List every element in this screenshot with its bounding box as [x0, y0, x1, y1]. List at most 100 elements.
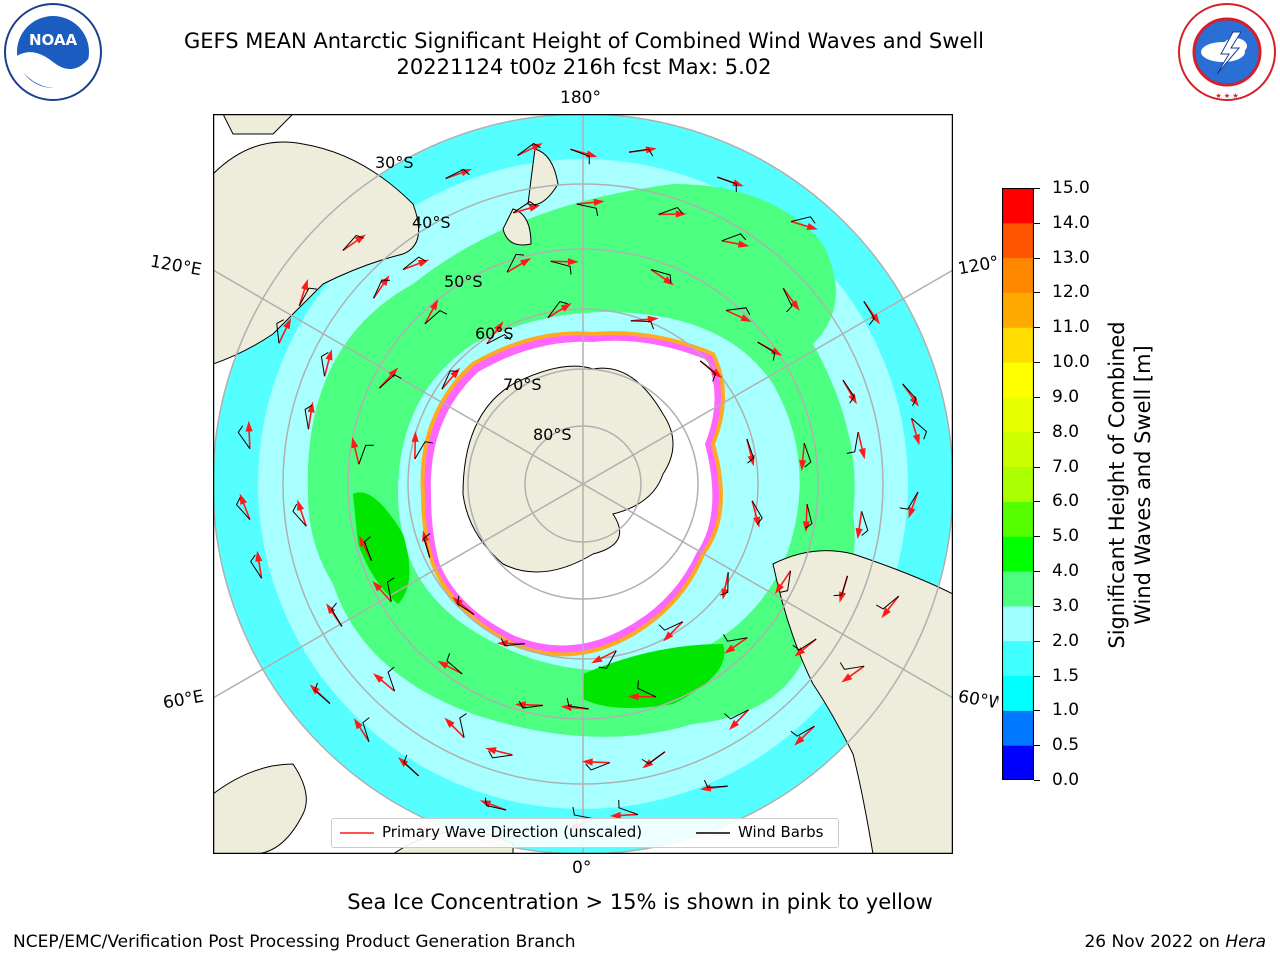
lon-label-60w: 60°W — [956, 686, 1000, 714]
wind-barb — [805, 504, 813, 529]
colorbar-tick-label: 10.0 — [1052, 352, 1090, 373]
colorbar-tick-label: 13.0 — [1052, 247, 1090, 268]
wave-arrow-head — [450, 367, 461, 379]
wind-barb — [373, 279, 390, 299]
wave-arrow-head — [373, 673, 384, 683]
lon-label-120e: 120°E — [148, 251, 204, 281]
wind-barb — [726, 307, 751, 316]
colorbar-tick-label: 3.0 — [1052, 595, 1080, 616]
colorbar-tick-label: 11.0 — [1052, 317, 1090, 338]
wind-barb — [331, 602, 343, 627]
wind-barb — [459, 713, 467, 738]
colorbar-tick-label: 0.5 — [1052, 735, 1080, 756]
wave-arrow-head — [663, 631, 674, 642]
wind-barb — [637, 680, 657, 698]
colorbar-tick-mark — [1034, 292, 1040, 294]
wave-arrow-head — [841, 673, 853, 683]
colorbar-tick-mark — [1034, 780, 1040, 781]
colorbar-title: Significant Height of Combined Wind Wave… — [1104, 275, 1156, 695]
colorbar-tick-label: 7.0 — [1052, 456, 1080, 477]
colorbar-tick-mark — [1034, 675, 1040, 677]
wave-arrow-head — [794, 735, 805, 746]
wave-arrow-head — [351, 436, 359, 449]
wind-barb — [782, 287, 793, 313]
wind-barb — [779, 570, 792, 593]
legend-barb-label: Wind Barbs — [738, 823, 824, 841]
wind-barb — [703, 779, 728, 788]
wind-barb — [876, 595, 899, 610]
wave-arrow-head — [514, 701, 526, 709]
wind-barb — [598, 650, 617, 669]
lat-label-70s: 70°S — [503, 375, 542, 394]
wave-arrow-head — [429, 299, 439, 311]
wave-arrow-head — [908, 507, 916, 519]
wind-barb — [842, 379, 855, 404]
colorbar-tick-mark — [1034, 222, 1040, 224]
wave-arrow-head — [794, 647, 806, 657]
wave-arrow-head — [858, 447, 866, 460]
wave-arrow-head — [411, 430, 419, 442]
map-legend: Primary Wave Direction (unscaled) Wind B… — [331, 818, 839, 848]
wave-arrow-head — [531, 143, 543, 152]
run-machine: Hera — [1225, 932, 1266, 952]
wind-barb — [628, 148, 654, 157]
colorbar-tick-label: 12.0 — [1052, 282, 1090, 303]
wind-barb — [547, 301, 568, 318]
wave-arrow-head — [771, 347, 783, 356]
wind-barb — [833, 575, 848, 597]
wind-barb — [403, 754, 420, 777]
noaa-logo: NOAA — [4, 3, 102, 101]
wind-barb — [320, 352, 329, 377]
wind-barb — [911, 418, 928, 440]
colorbar-segment — [1002, 675, 1034, 711]
colorbar-segment — [1002, 396, 1034, 433]
wave-arrow-head — [740, 314, 752, 322]
wave-patch-4-5m-west — [353, 492, 410, 604]
wind-barb — [484, 797, 507, 811]
wind-barb — [414, 441, 434, 460]
wave-arrow-head — [372, 581, 383, 592]
wind-barb — [792, 638, 817, 651]
wave-arrow-head — [663, 276, 674, 286]
colorbar-segment — [1002, 292, 1034, 328]
wave-arrow-head — [520, 257, 532, 267]
wave-arrow-head — [494, 321, 504, 333]
lon-label-0: 0° — [572, 858, 592, 878]
wave-arrow-head — [437, 660, 449, 670]
wave-arrow-head — [645, 146, 657, 154]
lon-label-180: 180° — [560, 88, 601, 108]
wave-arrow-head — [839, 591, 847, 603]
wind-barb — [790, 725, 815, 737]
wind-barb — [304, 404, 313, 430]
wave-arrow-head — [354, 234, 366, 244]
legend-barb-swatch — [696, 832, 730, 834]
wave-arrow-head — [728, 719, 740, 731]
colorbar-tick-mark — [1034, 640, 1040, 642]
lat-label-60s: 60°S — [475, 324, 514, 343]
run-date: 26 Nov 2022 on Hera — [1084, 932, 1266, 952]
wave-arrow-head — [881, 607, 891, 619]
colorbar-segment — [1002, 640, 1034, 677]
wind-barb — [717, 176, 737, 192]
wind-barb — [721, 233, 747, 242]
wave-arrow-head — [255, 550, 263, 562]
wind-barb — [803, 442, 812, 468]
wind-barb — [641, 751, 666, 765]
antarctica-land — [462, 365, 674, 573]
wave-arrow-head — [567, 258, 579, 266]
wind-barb — [863, 301, 875, 326]
wind-barb — [250, 554, 262, 579]
wind-barb — [846, 432, 859, 454]
wind-barb — [500, 638, 525, 647]
south-america-land — [772, 550, 953, 854]
wave-arrow-head — [737, 240, 750, 248]
colorbar-tick-mark — [1034, 362, 1040, 364]
wave-arrow-head — [806, 222, 818, 230]
wave-arrow-head — [485, 747, 497, 755]
wind-barb — [839, 662, 865, 670]
wind-barb — [456, 595, 475, 615]
wave-arrow-head — [699, 784, 712, 792]
wave-arrow-head — [388, 367, 399, 378]
colorbar-tick-mark — [1034, 605, 1040, 607]
wave-arrow-head — [297, 499, 305, 512]
